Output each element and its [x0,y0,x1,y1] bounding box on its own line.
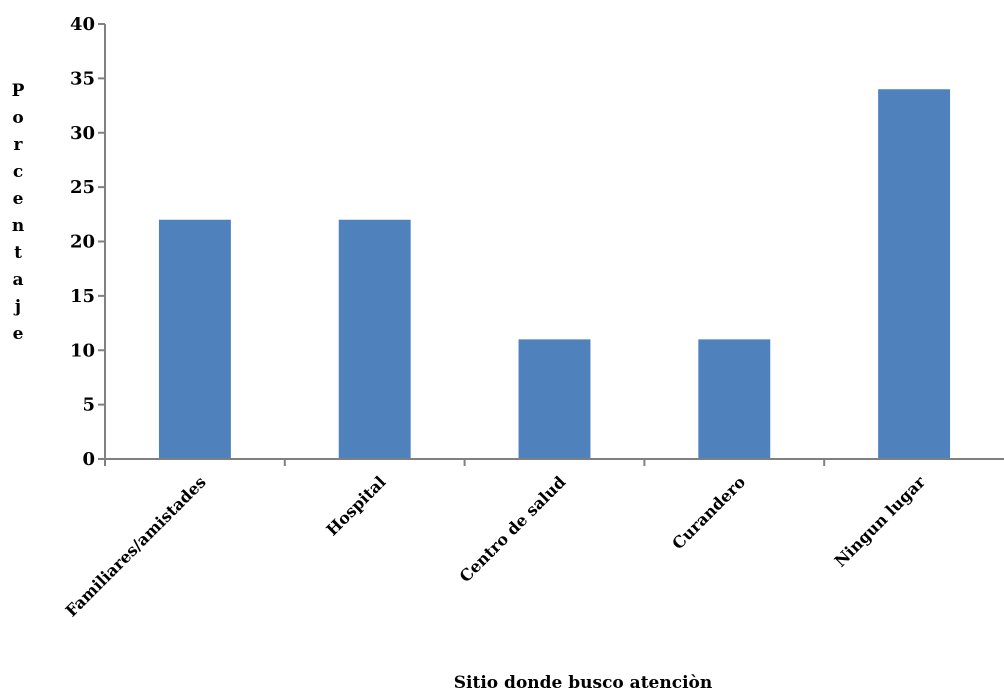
y-axis-title-char: r [14,135,24,155]
x-category-label: Ningun lugar [831,472,930,571]
y-axis-title-char: e [13,324,24,344]
bar [338,219,411,459]
y-tick-label: 35 [70,68,95,89]
y-tick-label: 0 [82,449,95,470]
y-tick-label: 30 [70,123,95,144]
x-axis: Familiares/amistades Hospital Centro de sa… [62,458,1004,620]
y-axis-title-char: t [14,243,22,263]
y-axis-title-char: e [13,189,24,209]
x-category-label: Familiares/amistades [62,472,210,620]
x-category-label: Curandero [668,472,749,553]
x-category-label: Hospital [322,472,389,539]
y-tick-label: 5 [82,395,95,416]
bar [878,89,951,459]
y-axis: 0 5 10 15 20 25 30 35 40 [70,14,106,470]
bars-group [158,89,951,459]
y-axis-title-char: a [12,270,23,290]
bar [698,339,771,459]
x-category-label: Centro de salud [456,472,570,586]
y-axis-title-char: P [12,81,25,101]
x-axis-title: Sitio donde busco atenciòn [454,673,713,693]
bar [518,339,591,459]
y-axis-title-char: j [13,297,21,317]
y-axis-title-char: o [12,108,23,128]
bar [158,219,231,459]
y-axis-title-char: n [12,216,24,236]
y-tick-label: 15 [70,286,95,307]
y-tick-label: 25 [70,177,95,198]
y-tick-label: 10 [70,340,95,361]
y-tick-label: 40 [70,14,95,35]
y-tick-label: 20 [70,232,95,253]
y-axis-title-char: c [13,162,23,182]
